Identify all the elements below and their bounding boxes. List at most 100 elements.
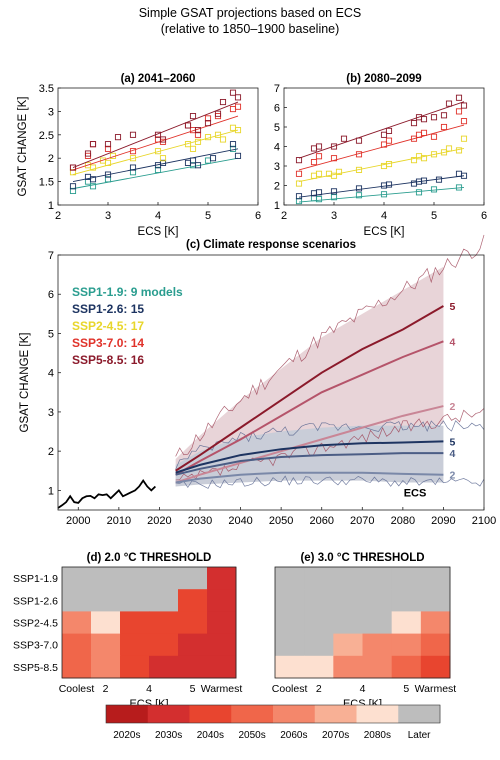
fit-line-SSP3-7.0 [72,115,239,171]
data-point-SSP1-2.6 [229,141,237,148]
y-tick-label: 1 [48,485,54,497]
data-point-SSP2-4.5 [455,147,463,154]
data-point-SSP5-8.5 [295,157,303,164]
colorbar-swatch-2050s [231,705,274,723]
heatmap-cell-SSP3-7.0-4 [362,633,393,657]
colorbar-label-2050s: 2050s [239,730,266,741]
data-point-SSP1-1.9 [315,196,323,203]
data-point-SSP1-1.9 [430,186,438,193]
heatmap-cell-SSP2-4.5-5 [178,611,208,635]
heatmap-cell-SSP5-8.5-5 [391,655,422,679]
colorbar-swatch-2080s [356,705,399,723]
data-point-SSP1-2.6 [129,164,137,171]
data-point-SSP3-7.0 [430,133,438,140]
data-point-SSP2-4.5 [159,155,167,162]
colorbar-label-2020s: 2020s [113,730,140,741]
colorbar-label-2060s: 2060s [280,730,307,741]
heatmap-cell-SSP1-1.9-Coolest [275,567,305,590]
y-tick-label: 4 [48,368,54,380]
panel-b-title: (b) 2080–2099 [346,73,421,85]
legend-entry-SSP3-7.0: SSP3-7.0: 14 [72,336,144,350]
legend-entry-SSP1-2.6: SSP1-2.6: 15 [72,302,144,316]
legend-entry-SSP1-1.9: SSP1-1.9: 9 models [72,285,183,299]
data-point-SSP3-7.0 [129,148,137,155]
x-tick-label: 3 [105,210,111,222]
heatmap-cell-SSP1-1.9-4 [362,567,393,590]
heatmap-cell-SSP5-8.5-2 [304,655,334,679]
x-tick-label: 6 [481,210,487,222]
data-point-SSP1-2.6 [385,181,393,188]
ssp585-ecs5-line [175,305,444,472]
ssp126-ecs5-label: 5 [450,436,456,448]
observed-line [57,478,156,509]
heatmap-cell-SSP3-7.0-2 [91,633,121,657]
data-point-SSP3-7.0 [420,129,428,136]
fit-line-SSP5-8.5 [298,101,465,159]
data-point-SSP2-4.5 [129,155,137,162]
data-point-SSP3-7.0 [229,106,237,113]
row-label-SSP5-8.5: SSP5-8.5 [13,662,58,674]
y-tick-label: 1 [48,200,54,212]
data-point-SSP5-8.5 [104,141,112,148]
data-point-SSP5-8.5 [355,137,363,144]
heatmap-cell-SSP2-4.5-4 [362,611,393,635]
data-point-SSP2-4.5 [189,145,197,152]
heatmap-cell-SSP1-2.6-5 [391,589,422,612]
panel-c-title: (c) Climate response scenarios [186,239,356,251]
data-point-SSP2-4.5 [295,180,303,187]
colorbar-swatch-Later [398,705,441,723]
x-tick-label: 4 [381,210,387,222]
ssp126-ecs2-line [175,471,444,484]
data-point-SSP1-1.9 [310,195,318,202]
data-point-SSP2-4.5 [154,148,162,155]
heatmap-cell-SSP1-1.9- [120,567,150,590]
heatmap-cell-SSP1-1.9-Warmest [207,567,237,590]
heatmap-cell-SSP5-8.5-Warmest [420,655,451,679]
data-point-SSP1-2.6 [184,159,192,166]
data-point-SSP5-8.5 [380,131,388,138]
data-point-SSP1-2.6 [104,171,112,178]
data-point-SSP3-7.0 [460,118,468,125]
data-point-SSP2-4.5 [460,135,468,142]
heatmap-cell-SSP3-7.0-Warmest [207,633,237,657]
heatmap-cell-SSP5-8.5-5 [178,655,208,679]
x-tick-label: Warmest [415,683,457,695]
data-point-SSP2-4.5 [229,124,237,131]
y-tick-label: 1.5 [39,177,54,189]
data-point-SSP2-4.5 [325,170,333,177]
data-point-SSP2-4.5 [214,131,222,138]
colorbar-label-2080s: 2080s [364,730,391,741]
x-tick-label: 2 [103,683,109,695]
heatmap-cell-SSP2-4.5-2 [91,611,121,635]
heatmap-cell-SSP2-4.5-Coolest [275,611,305,635]
heatmap-cell-SSP1-1.9-Warmest [420,567,451,590]
heatmap-cell-SSP1-2.6-Coolest [275,589,305,612]
data-point-SSP1-1.9 [380,191,388,198]
x-tick-label: 4 [360,683,366,695]
data-point-SSP3-7.0 [104,145,112,152]
x-tick-label: 5 [431,210,437,222]
data-point-SSP5-8.5 [455,94,463,101]
heatmap-cell-SSP3-7.0-2 [304,633,334,657]
y-tick-label: 2.5 [39,130,54,142]
heatmap-cell-SSP1-2.6-5 [178,589,208,612]
ssp585-ecs4-line [175,340,444,476]
data-point-SSP1-2.6 [89,176,97,183]
data-point-SSP1-1.9 [89,183,97,190]
data-point-SSP1-2.6 [420,177,428,184]
data-point-SSP2-4.5 [385,160,393,168]
x-tick-label: Coolest [59,683,95,695]
data-point-SSP1-2.6 [69,183,77,190]
ssp585-upper-model-line [175,234,485,457]
data-point-SSP5-8.5 [430,114,438,121]
ssp585-ecs2-label: 2 [450,401,456,413]
ssp585-ecs2-line [175,405,444,484]
x-tick-label: 2090 [431,515,455,527]
x-tick-label: 4 [146,683,152,695]
y-tick-label: 6 [274,103,280,115]
data-point-SSP2-4.5 [89,164,97,171]
heatmap-cell-SSP1-1.9-Coolest [62,567,92,590]
heatmap-cell-SSP5-8.5-4 [362,655,393,679]
heatmap-cell-SSP1-2.6-4 [362,589,393,612]
